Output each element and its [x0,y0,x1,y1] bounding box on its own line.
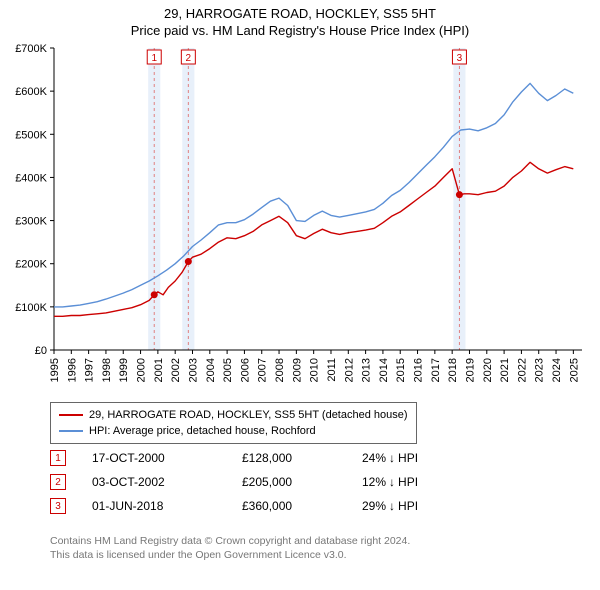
svg-text:1997: 1997 [84,358,96,382]
svg-text:£500K: £500K [15,129,47,141]
sales-row: 1 17-OCT-2000 £128,000 24% ↓ HPI [50,446,418,470]
sale-marker-box: 3 [50,498,66,514]
svg-text:2013: 2013 [361,358,373,382]
sale-date: 01-JUN-2018 [92,499,242,513]
sales-table: 1 17-OCT-2000 £128,000 24% ↓ HPI 2 03-OC… [50,446,418,518]
svg-text:2000: 2000 [136,358,148,382]
chart-svg: £0 £100K £200K £300K £400K £500K £600K £700K 199… [0,42,600,394]
sale-marker-box: 1 [50,450,66,466]
sale-diff-pct: 29% [362,499,386,513]
sale-diff-vs: HPI [398,499,418,513]
svg-text:2020: 2020 [482,358,494,382]
title-line-1: 29, HARROGATE ROAD, HOCKLEY, SS5 5HT [0,6,600,23]
down-arrow-icon: ↓ [389,475,395,489]
svg-text:2: 2 [186,53,192,64]
svg-text:2005: 2005 [222,358,234,382]
svg-text:2006: 2006 [239,358,251,382]
down-arrow-icon: ↓ [389,451,395,465]
svg-text:2003: 2003 [187,358,199,382]
svg-text:£300K: £300K [15,216,47,228]
svg-text:£600K: £600K [15,86,47,98]
sale-diff-pct: 24% [362,451,386,465]
svg-text:2022: 2022 [516,358,528,382]
sale-date: 17-OCT-2000 [92,451,242,465]
legend-swatch-hpi [59,430,83,432]
svg-text:2021: 2021 [499,358,511,382]
sale-marker-box: 2 [50,474,66,490]
footer-line-1: Contains HM Land Registry data © Crown c… [50,534,410,548]
sale-diff-vs: HPI [398,475,418,489]
sales-row: 3 01-JUN-2018 £360,000 29% ↓ HPI [50,494,418,518]
svg-text:1: 1 [151,53,157,64]
chart-container: 29, HARROGATE ROAD, HOCKLEY, SS5 5HT Pri… [0,0,600,590]
svg-text:1995: 1995 [49,358,61,382]
svg-text:2025: 2025 [568,358,580,382]
sale-diff-vs: HPI [398,451,418,465]
down-arrow-icon: ↓ [389,499,395,513]
svg-text:2009: 2009 [291,358,303,382]
svg-text:1998: 1998 [101,358,113,382]
sale-date: 03-OCT-2002 [92,475,242,489]
svg-text:2007: 2007 [257,358,269,382]
svg-text:2010: 2010 [309,358,321,382]
sale-price: £205,000 [242,475,362,489]
svg-text:£200K: £200K [15,259,47,271]
titles: 29, HARROGATE ROAD, HOCKLEY, SS5 5HT Pri… [0,0,600,40]
svg-text:2015: 2015 [395,358,407,382]
legend-row-hpi: HPI: Average price, detached house, Roch… [59,423,408,439]
svg-text:2017: 2017 [430,358,442,382]
svg-text:£100K: £100K [15,302,47,314]
svg-text:2018: 2018 [447,358,459,382]
svg-text:2001: 2001 [153,358,165,382]
svg-text:2004: 2004 [205,358,217,382]
svg-text:1996: 1996 [66,358,78,382]
sale-price: £360,000 [242,499,362,513]
svg-text:2023: 2023 [534,358,546,382]
svg-text:2011: 2011 [326,358,338,382]
legend-row-property: 29, HARROGATE ROAD, HOCKLEY, SS5 5HT (de… [59,407,408,423]
svg-text:1999: 1999 [118,358,130,382]
footer: Contains HM Land Registry data © Crown c… [50,534,410,562]
legend-label-property: 29, HARROGATE ROAD, HOCKLEY, SS5 5HT (de… [89,409,408,421]
legend-swatch-property [59,414,83,416]
sale-price: £128,000 [242,451,362,465]
sale-diff: 29% ↓ HPI [362,499,418,513]
svg-text:£0: £0 [35,345,47,357]
chart-area: £0 £100K £200K £300K £400K £500K £600K £700K 199… [0,42,600,394]
sale-diff: 12% ↓ HPI [362,475,418,489]
svg-text:2016: 2016 [413,358,425,382]
svg-text:£400K: £400K [15,172,47,184]
svg-text:2019: 2019 [464,358,476,382]
svg-text:2012: 2012 [343,358,355,382]
legend-label-hpi: HPI: Average price, detached house, Roch… [89,425,316,437]
svg-text:3: 3 [457,53,463,64]
svg-text:£700K: £700K [15,43,47,55]
svg-text:2024: 2024 [551,358,563,382]
sale-diff-pct: 12% [362,475,386,489]
sales-row: 2 03-OCT-2002 £205,000 12% ↓ HPI [50,470,418,494]
svg-text:2008: 2008 [274,358,286,382]
legend: 29, HARROGATE ROAD, HOCKLEY, SS5 5HT (de… [50,402,417,444]
title-line-2: Price paid vs. HM Land Registry's House … [0,23,600,40]
svg-text:2002: 2002 [170,358,182,382]
footer-line-2: This data is licensed under the Open Gov… [50,548,410,562]
sale-diff: 24% ↓ HPI [362,451,418,465]
svg-text:2014: 2014 [378,358,390,382]
